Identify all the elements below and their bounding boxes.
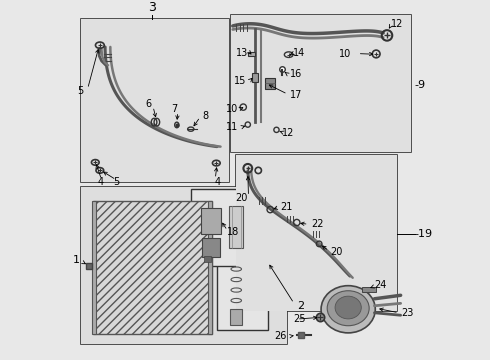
Text: 8: 8 bbox=[202, 111, 208, 121]
Bar bbox=[362, 287, 376, 292]
Bar bbox=[81, 19, 229, 181]
Text: -9: -9 bbox=[415, 80, 426, 90]
Bar bbox=[81, 187, 287, 344]
Bar bbox=[229, 206, 243, 248]
Ellipse shape bbox=[335, 296, 361, 319]
Text: 5: 5 bbox=[113, 177, 119, 186]
Bar bbox=[252, 73, 258, 82]
Text: 20: 20 bbox=[235, 193, 248, 203]
Text: 10: 10 bbox=[340, 49, 352, 59]
Text: 24: 24 bbox=[374, 280, 387, 290]
Bar bbox=[231, 15, 411, 152]
Text: -19: -19 bbox=[415, 229, 433, 239]
Bar bbox=[201, 208, 220, 234]
Bar bbox=[236, 156, 397, 311]
Bar bbox=[191, 189, 240, 266]
Bar bbox=[81, 19, 229, 181]
Text: 6: 6 bbox=[145, 99, 151, 109]
Text: 26: 26 bbox=[274, 331, 287, 341]
Text: 21: 21 bbox=[280, 202, 293, 212]
Bar bbox=[191, 189, 240, 266]
Text: 15: 15 bbox=[234, 76, 246, 86]
Text: 5: 5 bbox=[77, 86, 83, 96]
Bar bbox=[208, 201, 212, 334]
Bar bbox=[81, 187, 287, 344]
Text: 12: 12 bbox=[282, 129, 295, 138]
Text: 11: 11 bbox=[226, 122, 238, 132]
Ellipse shape bbox=[321, 286, 375, 333]
Text: 4: 4 bbox=[214, 177, 220, 186]
Bar bbox=[236, 156, 397, 311]
Text: 25: 25 bbox=[293, 314, 305, 324]
Bar bbox=[217, 201, 268, 330]
Text: 18: 18 bbox=[226, 227, 239, 237]
Text: 22: 22 bbox=[311, 219, 323, 229]
Text: 12: 12 bbox=[391, 18, 404, 28]
Text: 20: 20 bbox=[331, 247, 343, 257]
Text: 16: 16 bbox=[290, 69, 302, 79]
Bar bbox=[265, 78, 275, 89]
Text: 13: 13 bbox=[236, 48, 248, 58]
Bar bbox=[204, 256, 211, 262]
Text: 14: 14 bbox=[294, 48, 306, 58]
Text: 10: 10 bbox=[226, 104, 238, 114]
Bar bbox=[248, 51, 255, 56]
Text: 4: 4 bbox=[97, 177, 103, 186]
Text: 2: 2 bbox=[297, 301, 304, 311]
Bar bbox=[231, 15, 411, 152]
Text: 3: 3 bbox=[148, 1, 156, 14]
Text: 7: 7 bbox=[172, 104, 178, 114]
Text: 23: 23 bbox=[402, 308, 414, 318]
Ellipse shape bbox=[327, 291, 369, 326]
Bar bbox=[92, 201, 96, 334]
Bar bbox=[93, 201, 212, 334]
Text: 17: 17 bbox=[290, 90, 302, 100]
Bar bbox=[202, 238, 220, 257]
Text: 1: 1 bbox=[73, 255, 80, 265]
Bar bbox=[230, 309, 242, 325]
